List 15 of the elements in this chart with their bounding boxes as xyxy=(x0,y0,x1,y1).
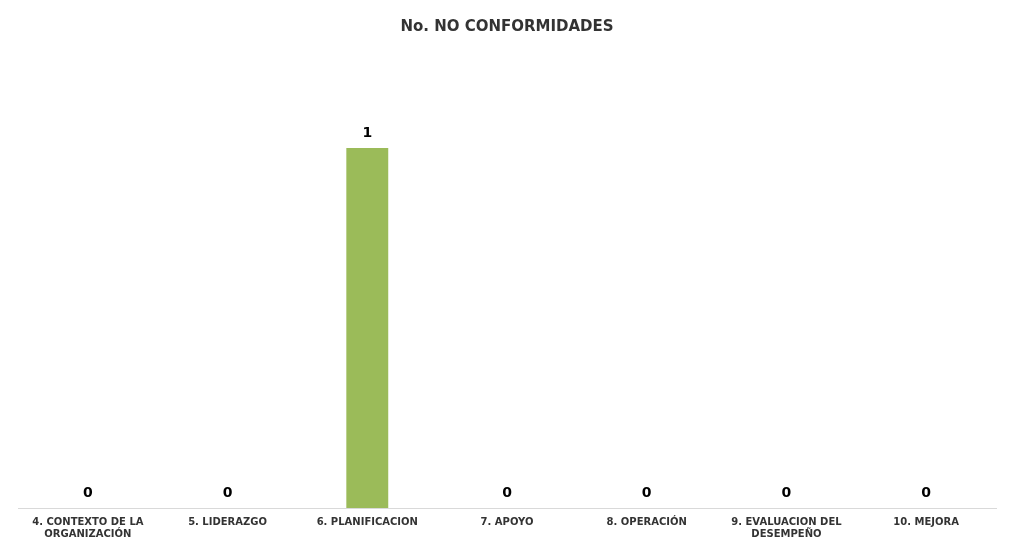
x-tick-label: 6. PLANIFICACION xyxy=(316,515,418,527)
data-label: 0 xyxy=(82,483,93,500)
data-label: 0 xyxy=(781,483,792,500)
x-tick-label: 9. EVALUACION DEL DESEMPEÑO xyxy=(731,515,843,539)
data-label: 1 xyxy=(362,123,373,140)
data-label: 0 xyxy=(921,483,932,500)
data-label: 0 xyxy=(641,483,652,500)
x-tick-label: 10. MEJORA xyxy=(893,515,960,527)
data-label: 0 xyxy=(502,483,513,500)
x-tick-label: 7. APOYO xyxy=(480,515,534,527)
x-tick-label: 4. CONTEXTO DE LA ORGANIZACIÓN xyxy=(32,515,144,539)
x-tick-label: 8. OPERACIÓN xyxy=(606,514,687,527)
x-tick-label: 5. LIDERAZGO xyxy=(188,515,268,527)
data-label: 0 xyxy=(222,483,233,500)
chart-title: No. NO CONFORMIDADES xyxy=(400,16,614,35)
